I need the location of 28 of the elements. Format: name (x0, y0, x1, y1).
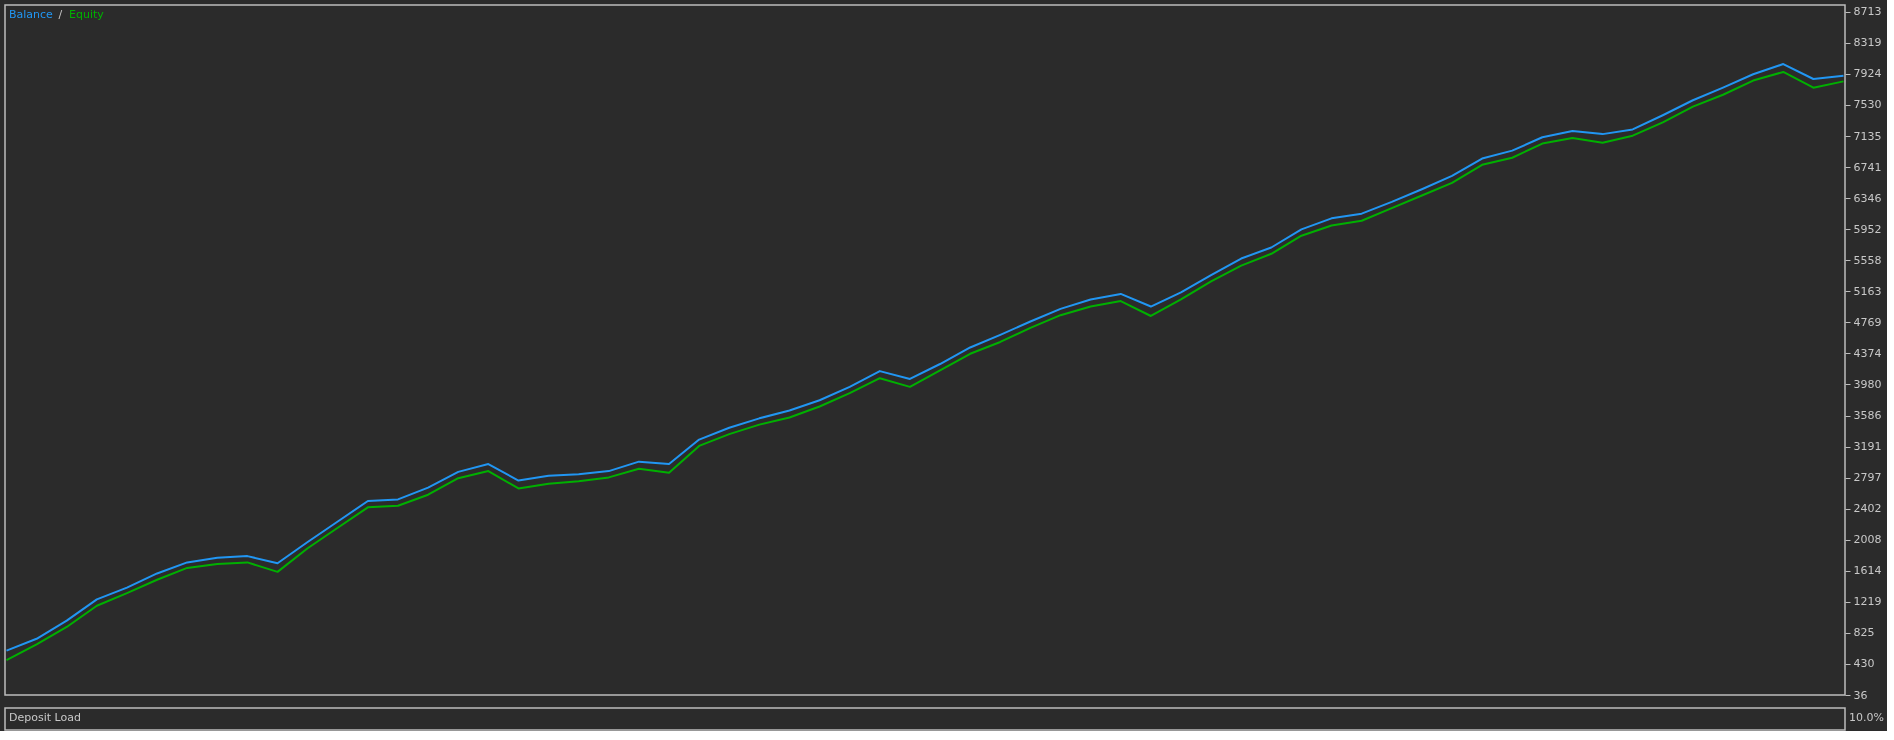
y-tick-label: 5952 (1853, 222, 1882, 236)
text: Deposit Load (9, 711, 81, 724)
y-tick-label: 5163 (1853, 284, 1882, 298)
y-tick-label: 3191 (1853, 440, 1882, 454)
y-tick-label: 6741 (1853, 160, 1882, 174)
y-tick-label: 7924 (1853, 67, 1882, 81)
y-tick-label: 3586 (1853, 409, 1882, 422)
y-tick-label: 6346 (1853, 191, 1882, 205)
text: Balance (9, 8, 54, 21)
y-tick-label: 7135 (1853, 129, 1882, 143)
y-tick-label: 8713 (1853, 5, 1882, 19)
y-tick-label: 5558 (1853, 253, 1882, 267)
y-tick-label: 4769 (1853, 315, 1882, 329)
y-tick-label: 4374 (1853, 346, 1882, 360)
y-tick-label: 3980 (1853, 377, 1882, 391)
y-tick-label: 2797 (1853, 471, 1882, 485)
y-tick-label: 36 (1853, 688, 1868, 702)
y-tick-label: 430 (1853, 657, 1875, 671)
y-tick-label: 2402 (1853, 502, 1882, 516)
y-tick-label: 1219 (1853, 595, 1882, 609)
y-tick-label: 7530 (1853, 98, 1882, 112)
y-tick-label: 8319 (1853, 36, 1882, 50)
text: Equity (69, 8, 105, 21)
y-tick-label: 825 (1853, 626, 1875, 640)
text: 10.0% (1849, 711, 1884, 724)
annotation: / (58, 8, 63, 21)
y-tick-label: 1614 (1853, 564, 1882, 578)
y-tick-label: 2008 (1853, 533, 1882, 547)
